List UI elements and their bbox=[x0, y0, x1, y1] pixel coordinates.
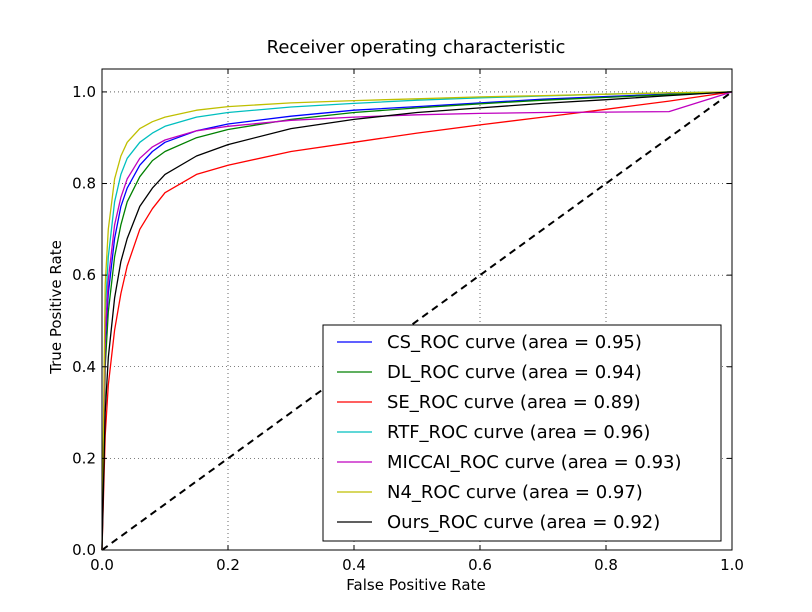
plot-frame bbox=[101, 68, 733, 551]
x-tick-label: 0.8 bbox=[594, 556, 618, 574]
x-axis-label: False Positive Rate bbox=[346, 576, 485, 594]
y-tick-label: 0.8 bbox=[72, 175, 96, 193]
series-line-5 bbox=[101, 91, 733, 551]
legend: CS_ROC curve (area = 0.95) DL_ROC curve (… bbox=[322, 324, 722, 542]
legend-items: CS_ROC curve (area = 0.95) DL_ROC curve (… bbox=[337, 332, 682, 533]
legend-label-5: MICCAI_ROC curve (area = 0.93) bbox=[387, 452, 682, 473]
legend-label-2: DL_ROC curve (area = 0.94) bbox=[387, 362, 642, 383]
series-line-6 bbox=[101, 91, 733, 551]
legend-label-3: SE_ROC curve (area = 0.89) bbox=[387, 392, 641, 413]
x-tick-label: 0.0 bbox=[90, 556, 114, 574]
series-line-2 bbox=[101, 91, 733, 551]
legend-box bbox=[322, 324, 722, 542]
series-line-3 bbox=[101, 91, 733, 551]
legend-label-1: CS_ROC curve (area = 0.95) bbox=[387, 332, 642, 353]
series-line-7 bbox=[101, 91, 733, 551]
legend-label-6: N4_ROC curve (area = 0.97) bbox=[387, 482, 643, 503]
y-tick-label: 0.0 bbox=[72, 541, 96, 559]
chart-title: Receiver operating characteristic bbox=[267, 37, 566, 58]
x-tick-label: 1.0 bbox=[720, 556, 744, 574]
y-tick-label: 0.4 bbox=[72, 358, 96, 376]
reference-line-group bbox=[101, 91, 733, 551]
legend-label-7: Ours_ROC curve (area = 0.92) bbox=[387, 512, 660, 533]
chance-diagonal-line bbox=[101, 91, 733, 551]
x-tick-label: 0.6 bbox=[468, 556, 492, 574]
y-tick-labels: 0.0 0.2 0.4 0.6 0.8 1.0 bbox=[72, 83, 96, 559]
axis-ticks bbox=[101, 69, 733, 551]
y-tick-label: 0.6 bbox=[72, 266, 96, 284]
series-group bbox=[101, 91, 733, 551]
x-tick-labels: 0.0 0.2 0.4 0.6 0.8 1.0 bbox=[90, 556, 744, 574]
legend-label-4: RTF_ROC curve (area = 0.96) bbox=[387, 422, 650, 443]
x-tick-label: 0.2 bbox=[216, 556, 240, 574]
y-tick-label: 1.0 bbox=[72, 83, 96, 101]
y-axis-label: True Positive Rate bbox=[47, 240, 65, 375]
x-tick-label: 0.4 bbox=[342, 556, 366, 574]
y-tick-label: 0.2 bbox=[72, 449, 96, 467]
